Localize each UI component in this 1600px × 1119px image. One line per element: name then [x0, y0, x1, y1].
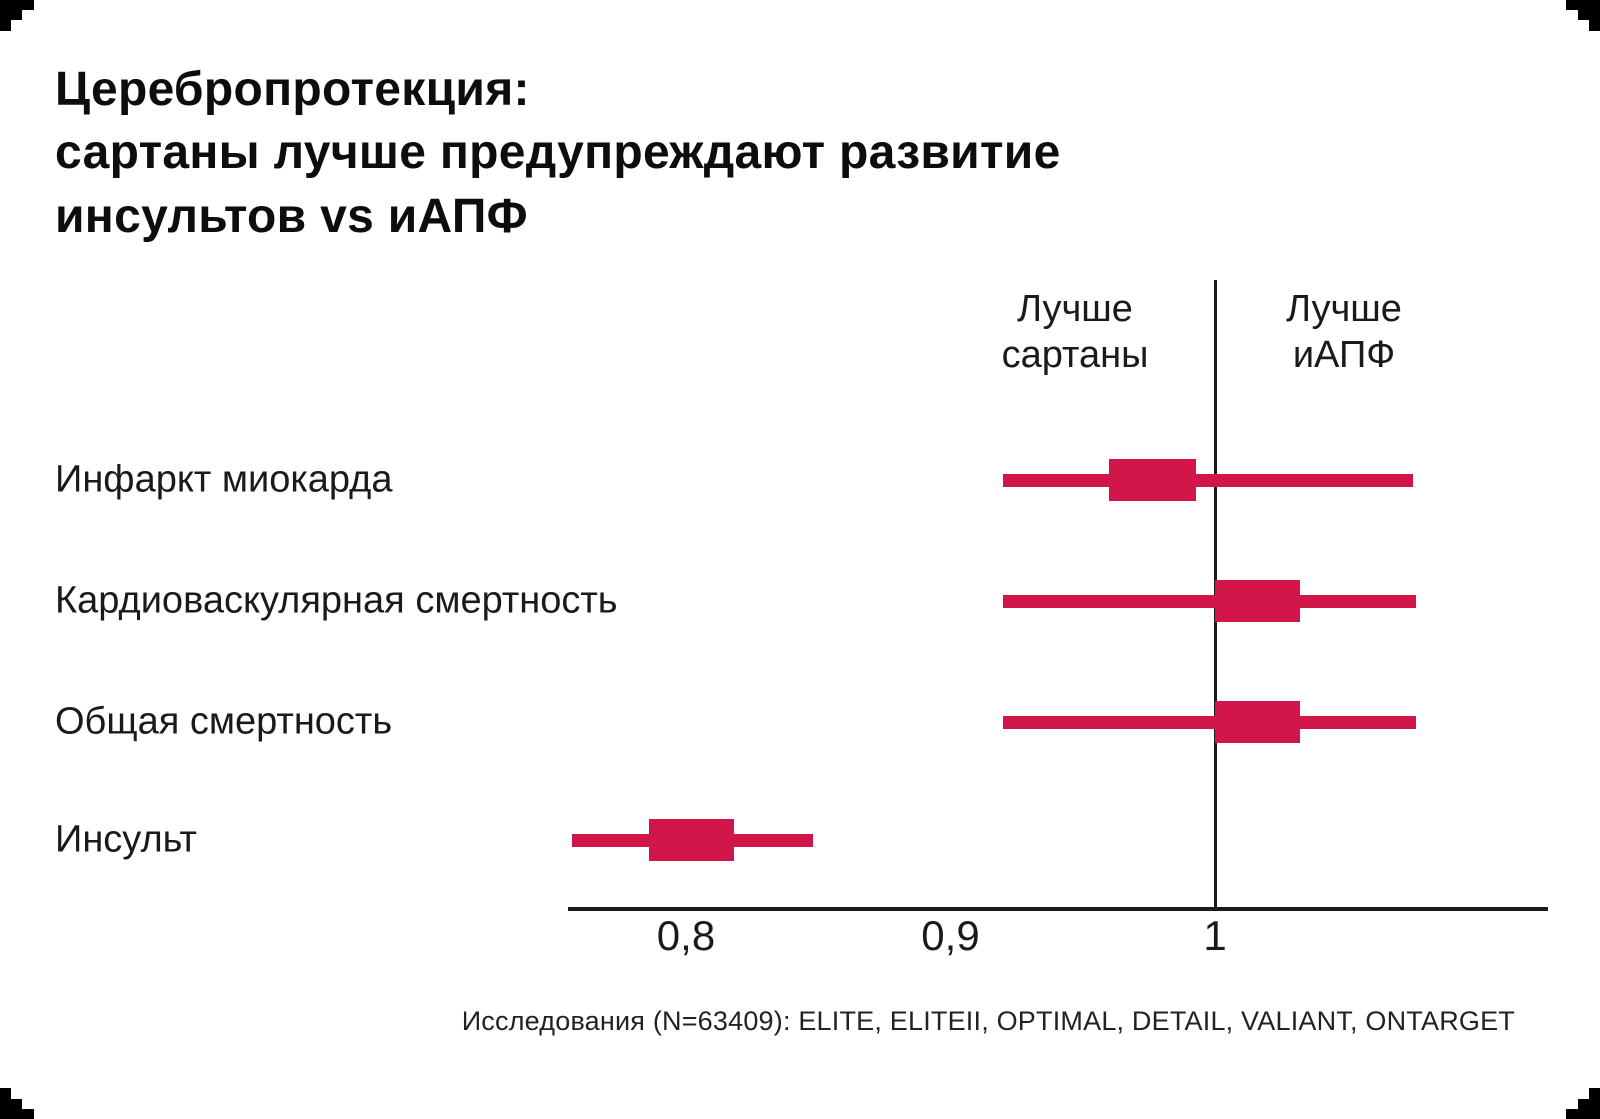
x-tick-label: 0,8: [656, 912, 716, 959]
row-label: Кардиоваскулярная смертность: [55, 579, 618, 622]
pixel-corner-bottom-left: [0, 1088, 34, 1119]
confidence-interval-bar: [1003, 715, 1416, 729]
point-estimate-box: [1109, 459, 1197, 501]
x-tick-label: 1: [1203, 912, 1227, 959]
direction-label-acei: Лучше иАПФ: [1286, 288, 1402, 377]
pixel-corner-bottom-right: [1566, 1088, 1600, 1119]
direction-label-sartans: Лучше сартаны: [1001, 288, 1149, 377]
pixel-corner-top-right: [1566, 0, 1600, 31]
point-estimate-box: [1215, 580, 1300, 622]
row-label: Инфаркт миокарда: [55, 458, 393, 501]
page-title: Церебропротекция: сартаны лучше предупре…: [55, 63, 1061, 243]
row-label: Общая смертность: [55, 700, 393, 743]
point-estimate-box: [648, 819, 734, 861]
confidence-interval-bar: [1003, 594, 1416, 608]
studies-note: Исследования (N=63409): ELITE, ELITEII, …: [461, 1006, 1515, 1036]
x-tick-label: 0,9: [921, 912, 980, 959]
row-label: Инсульт: [55, 818, 197, 861]
confidence-interval-bar: [1003, 473, 1414, 487]
x-axis-line: [568, 907, 1548, 911]
point-estimate-box: [1215, 701, 1300, 743]
pixel-corner-top-left: [0, 0, 34, 31]
